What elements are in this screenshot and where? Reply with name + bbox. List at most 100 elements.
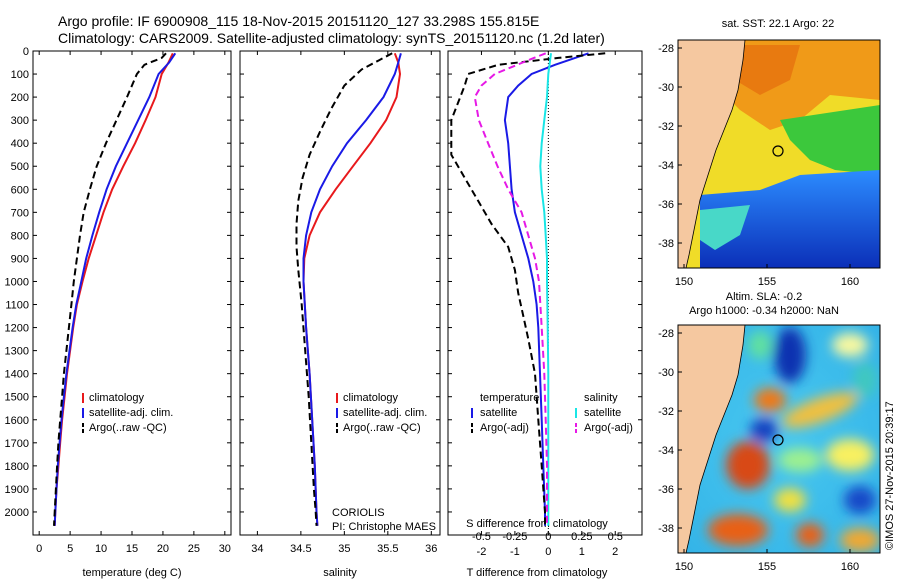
salinity-argo-adj-line — [473, 52, 548, 526]
x-tick-label: 30 — [219, 543, 231, 555]
argo-position-marker — [772, 145, 784, 157]
sst-mid-patch — [700, 205, 750, 250]
x2-axis-label: S difference from climatology — [466, 518, 608, 530]
temperature-panel: 0100200300400500600700800900100011001200… — [5, 46, 232, 579]
argo-raw-qc-line — [53, 52, 167, 526]
y-tick-label: 1100 — [5, 300, 29, 312]
satellite-adj-clim-line — [53, 52, 177, 526]
argo-position-marker-2 — [772, 434, 784, 446]
plot-frame — [32, 50, 232, 536]
map-x-tick-label: 160 — [841, 276, 859, 288]
map-y-tick-label: -30 — [658, 367, 674, 379]
sst-map: sat. SST: 22.1 Argo: 22 150 155 160 -28 -30 -… — [658, 18, 881, 288]
x-tick-label: 0 — [545, 546, 551, 558]
y-tick-label: 200 — [11, 92, 29, 104]
x2-tick-label: 0.25 — [571, 531, 592, 543]
map-y-tick-label: -34 — [658, 160, 674, 172]
map-y-tick-label: -38 — [658, 238, 674, 250]
legend-label: climatology — [89, 392, 145, 404]
x-axis-label: T difference from climatology — [467, 567, 608, 579]
map-y-tick-label: -30 — [658, 82, 674, 94]
header-line1: Argo profile: IF 6900908_115 18-Nov-2015… — [58, 13, 539, 29]
coastline — [685, 40, 746, 268]
y-tick-label: 1300 — [5, 346, 29, 358]
annotation-line: PI: Christophe MAES — [332, 521, 436, 533]
difference-panel: -2 -1 0 1 2 -0.5 -0.25 0 0.25 0.5S difference fro… — [447, 50, 643, 579]
legend-label: Argo(..raw -QC) — [343, 422, 421, 434]
sst-map-ticks: 150 155 160 -28 -30 -32 -34 -36 -38 — [658, 43, 859, 288]
climatology-line — [302, 52, 402, 526]
map-y-tick-label: -32 — [658, 406, 674, 418]
x2-tick-label: -0.5 — [472, 531, 491, 543]
x-tick-label: -2 — [477, 546, 487, 558]
y-tick-label: 1500 — [5, 392, 29, 404]
header-line2: Climatology: CARS2009. Satellite-adjuste… — [58, 30, 605, 46]
sla-map-title: Altim. SLA: -0.2 — [726, 291, 802, 303]
x-tick-label: 25 — [188, 543, 200, 555]
y-tick-label: 900 — [11, 253, 29, 265]
x-tick-label: 35.5 — [377, 543, 398, 555]
x-tick-label: 0 — [36, 543, 42, 555]
map-y-tick-label: -32 — [658, 121, 674, 133]
map-x-tick-label: 155 — [758, 561, 776, 573]
legend-label: satellite-adj. clim. — [89, 407, 173, 419]
map-x-tick-label: 150 — [675, 276, 693, 288]
map-x-tick-label: 160 — [841, 561, 859, 573]
y-tick-label: 1700 — [5, 438, 29, 450]
salinity-satellite-line — [539, 53, 552, 526]
map-y-tick-label: -28 — [658, 328, 674, 340]
y-tick-label: 700 — [11, 207, 29, 219]
legend-label: satellite — [480, 407, 517, 419]
y-tick-label: 400 — [11, 138, 29, 150]
sst-cool-band — [780, 105, 880, 175]
map-y-tick-label: -36 — [658, 484, 674, 496]
y-tick-label: 1400 — [5, 369, 29, 381]
y-tick-label: 1200 — [5, 323, 29, 335]
map-y-tick-label: -34 — [658, 445, 674, 457]
satellite-adj-clim-line — [302, 53, 402, 526]
copyright-text: ©IMOS 27-Nov-2015 20:39:17 — [884, 401, 896, 550]
x2-tick-label: 0.5 — [608, 531, 623, 543]
y-tick-label: 2000 — [5, 507, 29, 519]
legend-label: Argo(..raw -QC) — [89, 422, 167, 434]
map-x-tick-label: 150 — [675, 561, 693, 573]
annotation-line: CORIOLIS — [332, 507, 385, 519]
y-tick-label: 500 — [11, 161, 29, 173]
x-tick-label: 36 — [425, 543, 437, 555]
sst-warm-center — [730, 45, 800, 95]
y-tick-label: 100 — [11, 69, 29, 81]
x-tick-label: 35 — [338, 543, 350, 555]
temperature-argo-adj-line — [450, 52, 606, 526]
legend-title: salinity — [584, 392, 618, 404]
x2-tick-label: -0.25 — [502, 531, 527, 543]
sla-map-frame — [677, 324, 881, 554]
map-x-tick-label: 155 — [758, 276, 776, 288]
legend-label: satellite-adj. clim. — [343, 407, 427, 419]
y-tick-label: 0 — [23, 46, 29, 58]
x-tick-label: 20 — [157, 543, 169, 555]
plot-frame — [447, 50, 643, 536]
sst-map-frame — [677, 39, 881, 269]
plot-frame — [239, 50, 441, 536]
y-tick-label: 1600 — [5, 415, 29, 427]
x-tick-label: 34 — [251, 543, 263, 555]
y-tick-label: 300 — [11, 115, 29, 127]
salinity-panel: 34 34.5 35 35.5 36 salinity climatology satelli… — [239, 50, 441, 579]
coastline-2 — [685, 325, 746, 553]
sla-map: Altim. SLA: -0.2 Argo h1000: -0.34 h2000… — [658, 291, 881, 573]
x-tick-label: 34.5 — [290, 543, 311, 555]
sst-cold-region — [700, 170, 880, 268]
x-tick-label: 5 — [67, 543, 73, 555]
temperature-satellite-line — [503, 52, 589, 526]
legend-label: satellite — [584, 407, 621, 419]
legend-label: Argo(-adj) — [480, 422, 529, 434]
x-tick-label: 10 — [95, 543, 107, 555]
land-australia-2 — [678, 325, 745, 553]
argo-raw-qc-line — [295, 52, 393, 526]
map-y-tick-label: -38 — [658, 523, 674, 535]
y-tick-label: 800 — [11, 230, 29, 242]
legend-label: climatology — [343, 392, 399, 404]
y-tick-label: 1000 — [5, 276, 29, 288]
x-axis-label: temperature (deg C) — [82, 567, 181, 579]
